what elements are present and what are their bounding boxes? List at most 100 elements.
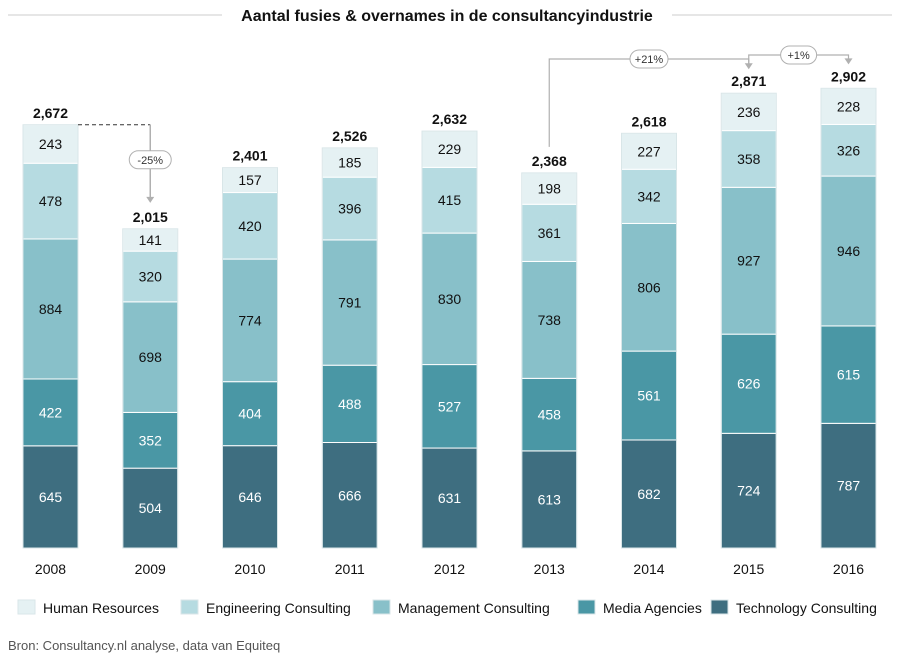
legend-item: Management Consulting: [372, 599, 550, 616]
segment-value-label: 787: [837, 478, 861, 494]
annotation-label: -25%: [137, 155, 163, 167]
bar-segment: [122, 250, 179, 303]
segment-value-label: 352: [139, 432, 163, 448]
segment-value-label: 626: [737, 376, 761, 392]
bar-segment: [621, 132, 677, 170]
legend-label: Media Agencies: [603, 600, 702, 616]
bar-segment: [720, 186, 777, 335]
annotation-bubble: [629, 49, 669, 69]
bar-stack-2016: 787 615 946 326 228 2,902 2016: [820, 68, 877, 577]
segment-value-label: 478: [39, 193, 63, 209]
bar-outline: [720, 92, 777, 549]
bar-segment: [621, 168, 677, 224]
growth-annotation: +21%: [548, 49, 753, 147]
segment-value-label: 243: [39, 136, 63, 152]
source-note: Bron: Consultancy.nl analyse, data van E…: [8, 638, 280, 653]
x-tick-label: 2008: [35, 561, 66, 577]
segment-value-label: 228: [837, 98, 861, 114]
segment-value-label: 774: [238, 312, 262, 328]
growth-annotation: +1%: [748, 45, 853, 68]
bar-segment: [521, 377, 578, 452]
legend-item: Media Agencies: [577, 599, 702, 616]
annotation-label: +1%: [787, 50, 810, 62]
x-tick-label: 2016: [833, 561, 864, 577]
growth-annotation: -25%: [78, 124, 172, 203]
bar-segment: [621, 350, 677, 441]
segment-value-label: 631: [438, 490, 462, 506]
x-tick-label: 2012: [434, 561, 465, 577]
x-tick-label: 2011: [335, 561, 365, 577]
annotation-arrowhead: [844, 58, 853, 65]
legend-item: Technology Consulting: [710, 599, 877, 616]
bar-stack-2011: 666 488 791 396 185 2,526 2011: [321, 128, 378, 577]
segment-value-label: 404: [238, 406, 262, 422]
bar-outline: [22, 124, 79, 549]
bar-segment: [521, 172, 578, 205]
legend-swatch: [180, 599, 199, 615]
segment-value-label: 946: [837, 243, 861, 259]
bar-outline: [421, 130, 478, 549]
legend-label: Technology Consulting: [736, 600, 877, 616]
bar-total-label: 2,401: [232, 148, 267, 164]
bar-total-label: 2,632: [432, 111, 467, 127]
segment-value-label: 682: [637, 486, 661, 502]
bar-segment: [222, 258, 278, 383]
bar-total-label: 2,672: [33, 105, 68, 121]
segment-value-label: 396: [338, 201, 362, 217]
segment-value-label: 422: [39, 404, 63, 420]
segment-value-label: 830: [438, 291, 462, 307]
segment-value-label: 724: [737, 483, 761, 499]
segment-value-label: 645: [39, 489, 63, 505]
bar-segment: [321, 442, 378, 549]
bar-outline: [122, 228, 179, 549]
bar-segment: [421, 130, 478, 168]
segment-value-label: 229: [438, 141, 462, 157]
bar-stack-2014: 682 561 806 342 227 2,618 2014: [621, 113, 677, 577]
bar-segment: [222, 167, 278, 194]
bar-outline: [820, 87, 877, 549]
bar-stack-2010: 646 404 774 420 157 2,401 2010: [222, 148, 278, 577]
segment-value-label: 527: [438, 398, 462, 414]
x-tick-label: 2013: [534, 561, 565, 577]
bar-segment: [122, 411, 179, 469]
bar-segment: [720, 92, 777, 132]
bar-segment: [820, 175, 877, 327]
bar-segment: [321, 239, 378, 366]
x-tick-label: 2010: [234, 561, 265, 577]
x-tick-label: 2015: [733, 561, 764, 577]
legend: Human Resources Engineering Consulting Man…: [17, 599, 877, 616]
bar-segment: [621, 439, 677, 549]
bar-segment: [22, 124, 79, 164]
x-tick-label: 2009: [135, 561, 166, 577]
segment-value-label: 320: [139, 269, 163, 285]
annotation-bubble: [780, 45, 818, 65]
segment-value-label: 227: [637, 143, 661, 159]
bar-stack-2015: 724 626 927 358 236 2,871 2015: [720, 73, 777, 577]
segment-value-label: 361: [538, 225, 562, 241]
segment-value-label: 615: [837, 367, 861, 383]
segment-value-label: 236: [737, 104, 761, 120]
segment-value-label: 927: [737, 253, 761, 269]
bars-group: 645 422 884 478 243 2,672 2008 504 352 698 320 141 2…: [22, 68, 877, 577]
segment-value-label: 185: [338, 155, 362, 171]
bar-outline: [222, 167, 278, 549]
segment-value-label: 157: [238, 172, 262, 188]
bar-outline: [321, 147, 378, 549]
x-tick-label: 2014: [633, 561, 664, 577]
segment-value-label: 420: [238, 218, 262, 234]
bar-total-label: 2,871: [731, 73, 766, 89]
segment-value-label: 141: [139, 232, 163, 248]
segment-value-label: 791: [338, 295, 362, 311]
bar-total-label: 2,368: [532, 153, 567, 169]
bar-stack-2009: 504 352 698 320 141 2,015 2009: [122, 209, 179, 577]
legend-label: Engineering Consulting: [206, 600, 351, 616]
segment-value-label: 646: [238, 489, 262, 505]
bar-stack-2013: 613 458 738 361 198 2,368 2013: [521, 153, 578, 577]
bar-segment: [321, 364, 378, 444]
segment-value-label: 698: [139, 349, 163, 365]
bar-total-label: 2,526: [332, 128, 367, 144]
segment-value-label: 198: [538, 181, 562, 197]
segment-value-label: 504: [139, 500, 163, 516]
segment-value-label: 342: [637, 188, 661, 204]
